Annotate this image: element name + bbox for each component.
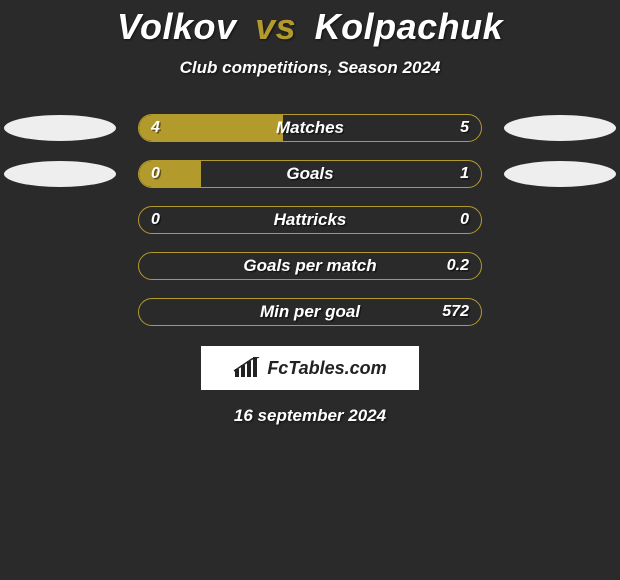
stat-value-right: 1: [460, 165, 469, 183]
stat-row: Min per goal572: [0, 298, 620, 326]
stat-bar: Hattricks0 0: [138, 206, 482, 234]
stat-bar: Goals per match0.2: [138, 252, 482, 280]
chart-icon: [233, 357, 261, 379]
player-right-ellipse: [504, 161, 616, 187]
logo-text: FcTables.com: [267, 358, 386, 379]
stat-value-right: 572: [442, 303, 469, 321]
player-right-ellipse: [504, 115, 616, 141]
stat-label: Goals per match: [139, 256, 481, 276]
stat-label: Hattricks: [139, 210, 481, 230]
stat-bar: Matches45: [138, 114, 482, 142]
stat-value-right: 5: [460, 119, 469, 137]
stat-value-right: 0.2: [447, 257, 469, 275]
bar-fill-left: [139, 161, 201, 187]
stat-row: Matches45: [0, 114, 620, 142]
logo-box: FcTables.com: [201, 346, 419, 390]
player-right-name: Kolpachuk: [315, 6, 504, 47]
stat-bar: Goals01: [138, 160, 482, 188]
stat-label: Min per goal: [139, 302, 481, 322]
stat-row: Goals per match0.2: [0, 252, 620, 280]
subtitle: Club competitions, Season 2024: [0, 58, 620, 78]
player-left-name: Volkov: [117, 6, 237, 47]
stat-row: Hattricks0 0: [0, 206, 620, 234]
stat-value-right: 0: [460, 211, 469, 229]
page-title: Volkov vs Kolpachuk: [0, 0, 620, 48]
stat-bar: Min per goal572: [138, 298, 482, 326]
date-label: 16 september 2024: [0, 406, 620, 426]
player-left-ellipse: [4, 115, 116, 141]
stat-value-left: 0: [151, 211, 160, 229]
comparison-rows: Matches45 Goals01 Hattricks0 0 Goals per mat…: [0, 114, 620, 326]
vs-label: vs: [255, 6, 296, 47]
bar-fill-left: [139, 115, 283, 141]
stat-row: Goals01: [0, 160, 620, 188]
player-left-ellipse: [4, 161, 116, 187]
